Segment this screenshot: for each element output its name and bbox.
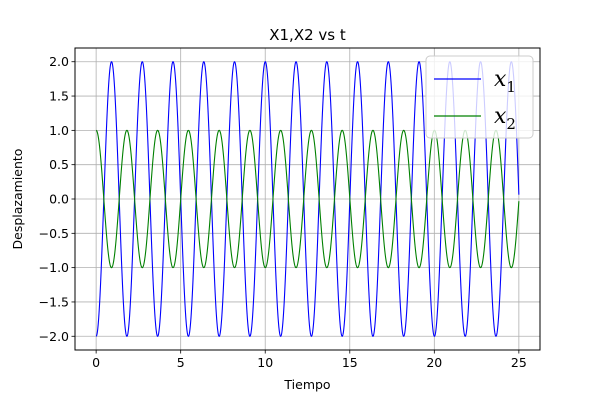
- legend-label-x2: x2: [494, 104, 516, 133]
- y-tick-label: 0.5: [49, 157, 69, 172]
- y-tick-label: −2.0: [39, 329, 69, 344]
- legend-label-x1: x1: [494, 67, 516, 96]
- y-tick-label: −1.5: [39, 294, 69, 309]
- y-tick-label: 2.0: [49, 54, 69, 69]
- y-tick-label: −0.5: [39, 226, 69, 241]
- y-axis-ticks: 2.0 1.5 1.0 0.5 0.0 −0.5 −1.0 −1.5 −2.0: [39, 54, 75, 344]
- series-line-x2: [95, 129, 520, 269]
- y-axis-label: Desplazamiento: [10, 149, 25, 250]
- x-tick-label: 15: [342, 355, 358, 370]
- x-axis-label: Tiempo: [283, 377, 330, 392]
- y-tick-label: 1.0: [49, 123, 69, 138]
- x-tick-label: 0: [92, 355, 100, 370]
- x-tick-label: 25: [511, 355, 527, 370]
- x-axis-ticks: 0 5 10 15 20 25: [92, 350, 527, 370]
- x-tick-label: 10: [257, 355, 273, 370]
- y-tick-label: −1.0: [39, 260, 69, 275]
- x-tick-label: 20: [426, 355, 442, 370]
- legend-box: [425, 55, 534, 139]
- y-tick-label: 1.5: [49, 89, 69, 104]
- x-tick-label: 5: [177, 355, 185, 370]
- y-tick-label: 0.0: [49, 192, 69, 207]
- chart-title: X1,X2 vs t: [269, 26, 346, 44]
